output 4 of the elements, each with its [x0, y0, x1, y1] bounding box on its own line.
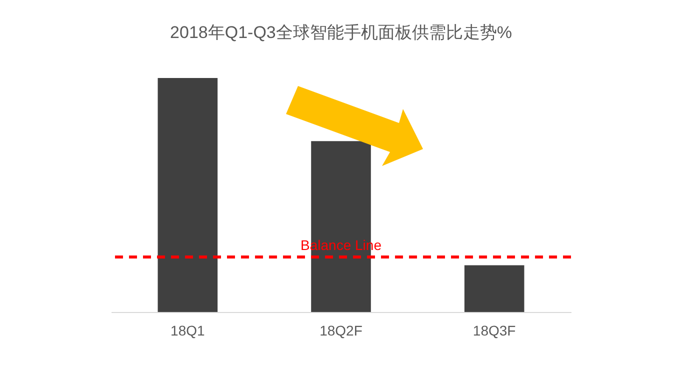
chart-title: 2018年Q1-Q3全球智能手机面板供需比走势% — [170, 23, 512, 42]
x-tick-label: 18Q3F — [472, 322, 516, 338]
x-tick-label: 18Q2F — [320, 322, 362, 338]
x-tick-label: 18Q1 — [170, 322, 206, 338]
